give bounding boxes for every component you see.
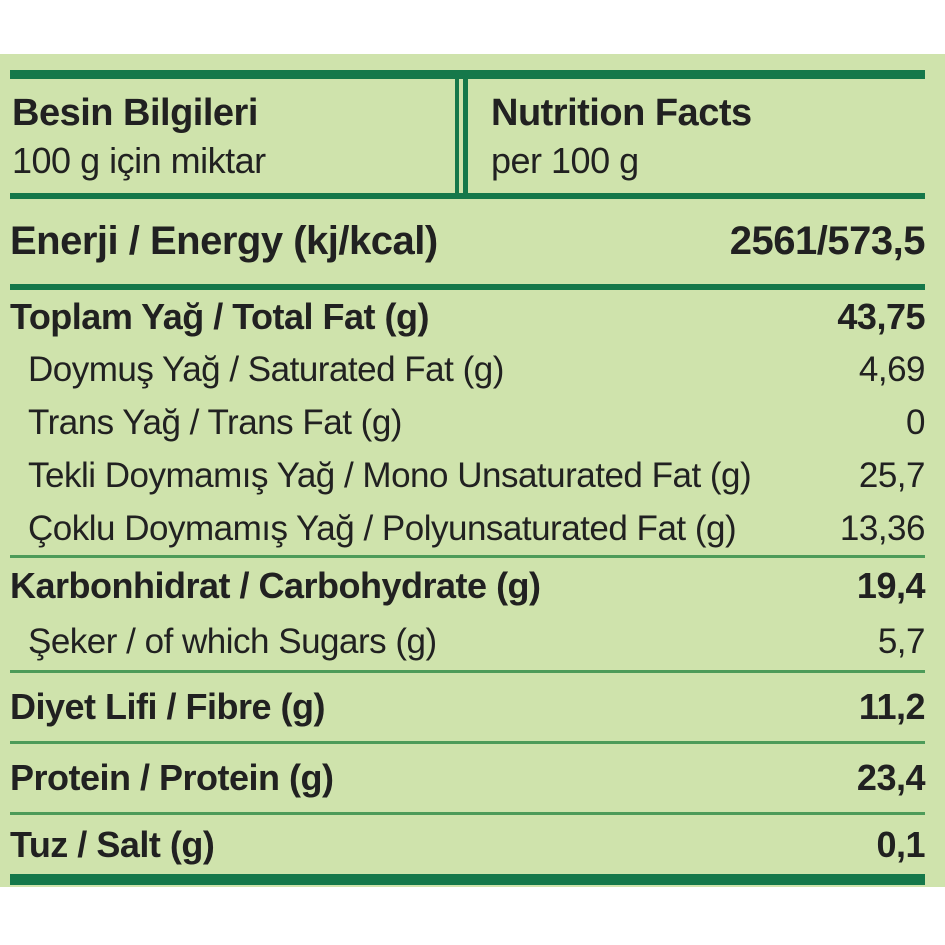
energy-label: Enerji / Energy (kj/kcal) [10, 219, 438, 263]
polyunsaturated-fat-label: Çoklu Doymamış Yağ / Polyunsaturated Fat… [28, 508, 737, 548]
header-english: Nutrition Facts per 100 g [468, 79, 925, 193]
mono-unsaturated-fat-value: 25,7 [858, 455, 926, 495]
fibre-label: Diyet Lifi / Fibre (g) [10, 686, 326, 727]
row-fibre: Diyet Lifi / Fibre (g) 11,2 [10, 673, 926, 741]
row-saturated-fat: Doymuş Yağ / Saturated Fat (g) 4,69 [10, 343, 926, 396]
section-fat: Toplam Yağ / Total Fat (g) 43,75 Doymuş … [10, 290, 926, 555]
row-salt: Tuz / Salt (g) 0,1 [10, 815, 925, 874]
polyunsaturated-fat-value: 13,36 [839, 508, 926, 548]
carbohydrate-value: 19,4 [856, 565, 926, 606]
row-protein: Protein / Protein (g) 23,4 [10, 744, 926, 812]
top-border-bar [10, 70, 925, 79]
header-divider-line [455, 79, 468, 193]
total-fat-value: 43,75 [837, 295, 925, 337]
row-carbohydrate: Karbonhidrat / Carbohydrate (g) 19,4 [10, 558, 926, 614]
row-mono-unsaturated-fat: Tekli Doymamış Yağ / Mono Unsaturated Fa… [10, 449, 926, 502]
sugars-label: Şeker / of which Sugars (g) [28, 622, 437, 661]
row-trans-fat: Trans Yağ / Trans Fat (g) 0 [10, 396, 925, 449]
bottom-border-bar [10, 874, 925, 885]
protein-label: Protein / Protein (g) [10, 757, 334, 798]
trans-fat-label: Trans Yağ / Trans Fat (g) [28, 402, 402, 442]
section-carbohydrate: Karbonhidrat / Carbohydrate (g) 19,4 Şek… [10, 558, 926, 670]
protein-section-divider [10, 812, 925, 815]
fat-section-divider [10, 555, 925, 558]
row-polyunsaturated-fat: Çoklu Doymamış Yağ / Polyunsaturated Fat… [10, 502, 926, 555]
total-fat-label: Toplam Yağ / Total Fat (g) [10, 295, 430, 337]
energy-value: 2561/573,5 [729, 219, 926, 263]
nutrition-label-inner: Besin Bilgileri 100 g için miktar Nutrit… [10, 70, 926, 885]
saturated-fat-label: Doymuş Yağ / Saturated Fat (g) [28, 349, 504, 389]
protein-value: 23,4 [856, 757, 926, 798]
nutrition-label: Besin Bilgileri 100 g için miktar Nutrit… [0, 54, 945, 887]
saturated-fat-value: 4,69 [858, 349, 926, 389]
fibre-section-divider [10, 741, 925, 744]
salt-label: Tuz / Salt (g) [10, 823, 215, 865]
energy-bottom-bar [10, 284, 925, 290]
label-header: Besin Bilgileri 100 g için miktar Nutrit… [10, 79, 925, 193]
trans-fat-value: 0 [906, 402, 925, 442]
header-turkish-subtitle: 100 g için miktar [12, 140, 266, 181]
header-english-subtitle: per 100 g [491, 140, 639, 181]
mono-unsaturated-fat-label: Tekli Doymamış Yağ / Mono Unsaturated Fa… [28, 455, 752, 495]
carbohydrate-label: Karbonhidrat / Carbohydrate (g) [10, 565, 541, 606]
header-turkish: Besin Bilgileri 100 g için miktar [10, 79, 455, 193]
row-sugars: Şeker / of which Sugars (g) 5,7 [10, 614, 926, 670]
header-turkish-title: Besin Bilgileri [12, 92, 258, 134]
carbohydrate-section-divider [10, 670, 925, 673]
sugars-value: 5,7 [877, 622, 926, 661]
row-energy: Enerji / Energy (kj/kcal) 2561/573,5 [10, 199, 926, 284]
fibre-value: 11,2 [858, 686, 926, 727]
header-bottom-bar [10, 193, 925, 199]
row-total-fat: Toplam Yağ / Total Fat (g) 43,75 [10, 290, 925, 343]
header-english-title: Nutrition Facts [491, 92, 752, 134]
salt-value: 0,1 [876, 823, 925, 865]
